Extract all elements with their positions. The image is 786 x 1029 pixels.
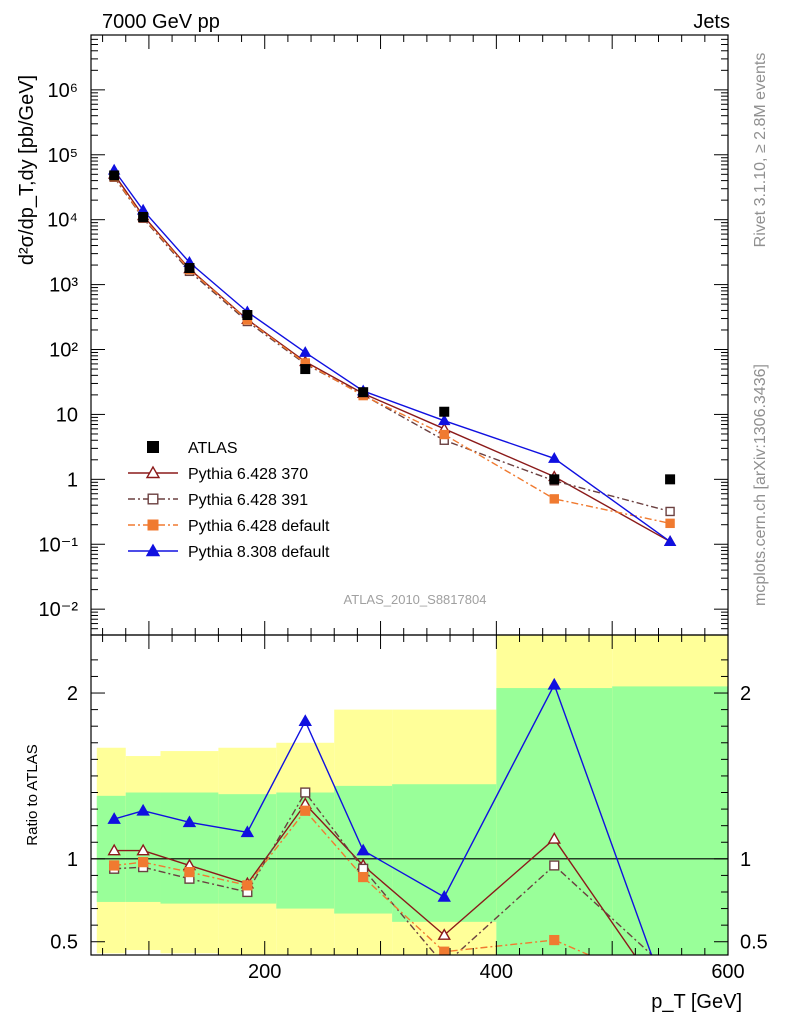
data-point-atlas	[549, 474, 560, 485]
ratio-point-series-3	[136, 803, 150, 816]
ratio-point-series-2	[138, 857, 149, 868]
ratio-point-series-1	[666, 967, 675, 976]
ratio-y-tick-label-right: 0.5	[740, 932, 768, 954]
header-left: 7000 GeV pp	[102, 11, 220, 33]
ratio-point-series-3	[356, 843, 370, 856]
ratio-point-series-0	[547, 832, 561, 844]
analysis-label: ATLAS_2010_S8817804	[344, 592, 487, 607]
main-point-series-2	[665, 518, 675, 529]
ratio-point-series-0	[136, 843, 150, 856]
ratio-point-series-3	[182, 815, 197, 828]
ratio-y-tick-label-right: 1	[740, 849, 751, 871]
legend-marker	[147, 493, 159, 505]
main-line-series-1	[113, 176, 671, 513]
legend: ATLAS Pythia 6.428 370 Pythia 6.428 391 Pyt…	[128, 440, 330, 561]
main-y-tick-label: 10⁻²	[39, 599, 79, 621]
legend-marker	[147, 441, 159, 453]
ratio-point-series-2	[439, 946, 450, 955]
main-y-tick-label: 10	[56, 404, 78, 426]
main-point-series-3	[548, 452, 561, 463]
ratio-point-series-0	[437, 928, 451, 940]
ratio-y-tick-label-right: 2	[740, 683, 751, 705]
main-y-tick-label: 10³	[49, 275, 78, 297]
ratio-point-series-2	[109, 860, 120, 871]
data-point-atlas	[138, 211, 149, 222]
ratio-y-tick-label-left: 2	[67, 683, 78, 705]
ratio-point-series-1	[300, 787, 311, 798]
main-y-tick-label: 10²	[49, 340, 78, 362]
legend-label: Pythia 6.428 default	[188, 518, 330, 535]
main-frame	[90, 34, 729, 636]
band-green	[612, 686, 728, 955]
ratio-point-series-3	[437, 890, 451, 902]
data-point-atlas	[358, 387, 369, 398]
ratio-point-series-3	[240, 825, 255, 838]
ratio-point-series-2	[358, 871, 369, 883]
side-label-rivet: Rivet 3.1.10, ≥ 2.8M events	[752, 53, 769, 248]
legend-label: ATLAS	[188, 440, 238, 457]
legend-marker	[147, 519, 159, 531]
main-line-series-0	[113, 173, 671, 543]
data-point-atlas	[439, 406, 450, 417]
ratio-point-series-2	[549, 934, 560, 946]
x-tick-label: 400	[480, 961, 513, 983]
data-point-atlas	[665, 474, 676, 485]
main-y-tick-label: 10⁻¹	[39, 534, 79, 556]
legend-label: Pythia 6.428 391	[188, 492, 308, 509]
main-point-series-1	[665, 506, 675, 517]
legend-label: Pythia 6.428 370	[188, 466, 308, 483]
ratio-point-series-2	[300, 805, 311, 816]
main-point-series-3	[663, 535, 677, 547]
main-point-series-3	[438, 414, 451, 426]
ratio-point-series-3	[107, 812, 121, 824]
ratio-y-axis-label: Ratio to ATLAS	[24, 744, 41, 845]
band-green	[496, 688, 613, 955]
main-point-series-2	[439, 429, 449, 440]
header-right: Jets	[693, 11, 730, 33]
axis-ticks: 200 400 600 10⁻² 10⁻¹ 1 10 10² 10³ 10⁴ 10⁵ 10⁶ 0.5 0.…	[39, 34, 768, 983]
x-axis-label: p_T [GeV]	[651, 991, 742, 1013]
ratio-point-series-1	[440, 961, 449, 970]
ratio-point-series-3	[298, 714, 312, 727]
axes-frames	[90, 34, 729, 956]
main-point-series-2	[549, 494, 559, 504]
main-y-tick-label: 10⁶	[48, 80, 78, 102]
band-green	[160, 792, 219, 904]
ratio-point-series-3	[547, 677, 561, 690]
legend-marker	[145, 465, 161, 479]
data-point-atlas	[184, 263, 195, 274]
ratio-series-lines	[107, 677, 675, 976]
main-y-axis-label: d²σ/dp_T,dy [pb/GeV]	[16, 75, 38, 265]
legend-label: Pythia 8.308 default	[188, 544, 330, 561]
main-series-lines	[107, 163, 677, 547]
side-label-mcplots: mcplots.cern.ch [arXiv:1306.3436]	[752, 364, 769, 606]
ratio-y-tick-label-left: 0.5	[50, 932, 78, 954]
ratio-y-tick-label-left: 1	[67, 849, 78, 871]
ratio-point-series-2	[184, 866, 195, 878]
main-y-tick-label: 10⁴	[47, 210, 78, 232]
data-point-atlas	[109, 170, 120, 181]
x-tick-label: 200	[248, 961, 281, 983]
ratio-point-series-2	[242, 880, 253, 891]
x-tick-label: 600	[711, 961, 744, 983]
main-y-tick-label: 10⁵	[47, 145, 78, 167]
data-point-atlas	[300, 364, 311, 375]
data-point-atlas	[242, 310, 253, 321]
ratio-point-series-0	[107, 843, 121, 856]
legend-marker	[145, 543, 161, 557]
ratio-frame	[90, 634, 729, 956]
main-line-series-2	[113, 176, 671, 525]
ratio-point-series-1	[549, 860, 560, 871]
main-line-series-3	[113, 169, 671, 543]
main-point-series-3	[299, 346, 312, 357]
main-y-tick-label: 1	[67, 469, 78, 491]
ratio-uncertainty-bands	[91, 635, 728, 955]
ratio-point-series-1	[358, 863, 369, 874]
